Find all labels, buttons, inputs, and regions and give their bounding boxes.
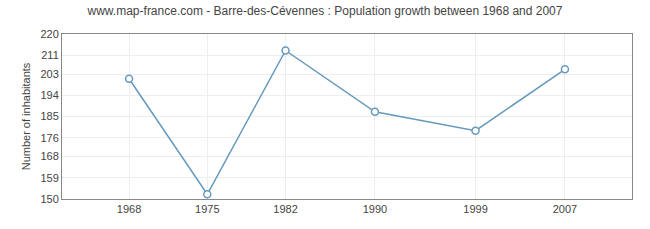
svg-text:150: 150 — [40, 193, 58, 205]
svg-text:1990: 1990 — [363, 203, 387, 215]
svg-text:185: 185 — [40, 110, 58, 122]
svg-text:176: 176 — [40, 132, 58, 144]
svg-text:194: 194 — [40, 89, 58, 101]
svg-text:1982: 1982 — [273, 203, 297, 215]
svg-text:220: 220 — [40, 28, 58, 40]
svg-text:1975: 1975 — [195, 203, 219, 215]
svg-text:203: 203 — [40, 68, 58, 80]
svg-text:159: 159 — [40, 172, 58, 184]
svg-text:168: 168 — [40, 150, 58, 162]
svg-text:2007: 2007 — [553, 203, 577, 215]
svg-text:1999: 1999 — [463, 203, 487, 215]
svg-text:Number of inhabitants: Number of inhabitants — [20, 62, 32, 170]
svg-text:www.map-france.com - Barre-des: www.map-france.com - Barre-des-Cévennes … — [87, 4, 563, 18]
svg-text:211: 211 — [41, 49, 59, 61]
svg-text:1968: 1968 — [117, 203, 141, 215]
